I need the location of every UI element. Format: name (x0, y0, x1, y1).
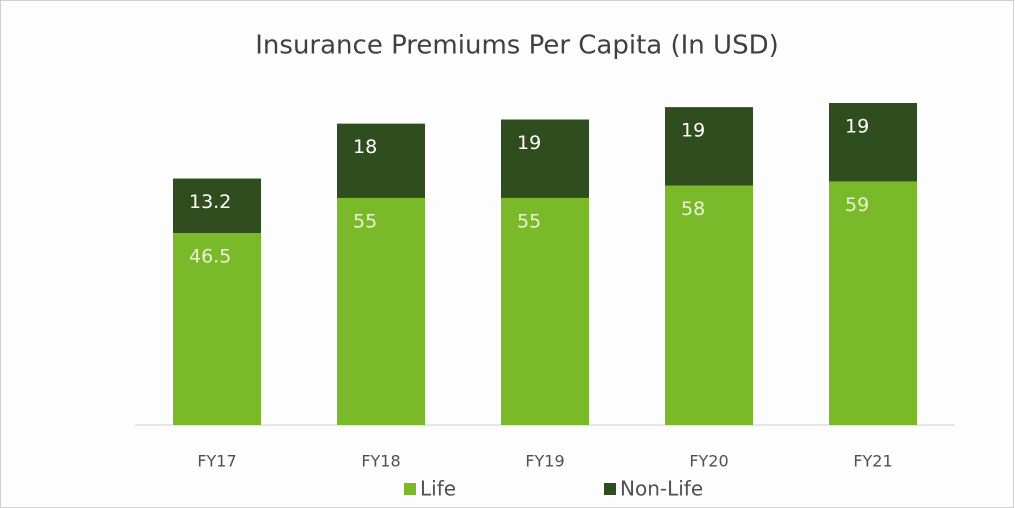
bar-segment (501, 119, 589, 198)
data-label: 55 (353, 210, 377, 232)
data-label: 19 (681, 120, 705, 142)
data-label: 19 (845, 116, 869, 138)
bar-segment (829, 181, 917, 425)
bar-segment (337, 197, 425, 425)
x-tick-label: FY21 (853, 452, 892, 471)
data-label: 19 (517, 132, 541, 154)
data-label: 46.5 (189, 246, 231, 268)
x-tick-label: FY18 (361, 452, 400, 471)
legend-swatch (404, 483, 416, 495)
x-tick-label: FY20 (689, 452, 728, 471)
x-tick-label: FY17 (197, 452, 236, 471)
bar-segment (173, 233, 261, 425)
data-label: 13.2 (189, 191, 231, 213)
data-label: 58 (681, 198, 705, 220)
legend-label: Non-Life (620, 477, 703, 501)
legend-swatch (604, 483, 616, 495)
legend-label: Life (420, 477, 456, 501)
bar-segment (665, 185, 753, 425)
bar-segment (337, 123, 425, 198)
bar-segment (829, 103, 917, 182)
data-label: 59 (845, 194, 869, 216)
x-tick-label: FY19 (525, 452, 564, 471)
data-label: 55 (517, 210, 541, 232)
bar-segment (665, 107, 753, 186)
bar-segment (173, 178, 261, 234)
data-label: 18 (353, 136, 377, 158)
chart-title: Insurance Premiums Per Capita (In USD) (255, 31, 779, 61)
bar-segment (501, 197, 589, 425)
